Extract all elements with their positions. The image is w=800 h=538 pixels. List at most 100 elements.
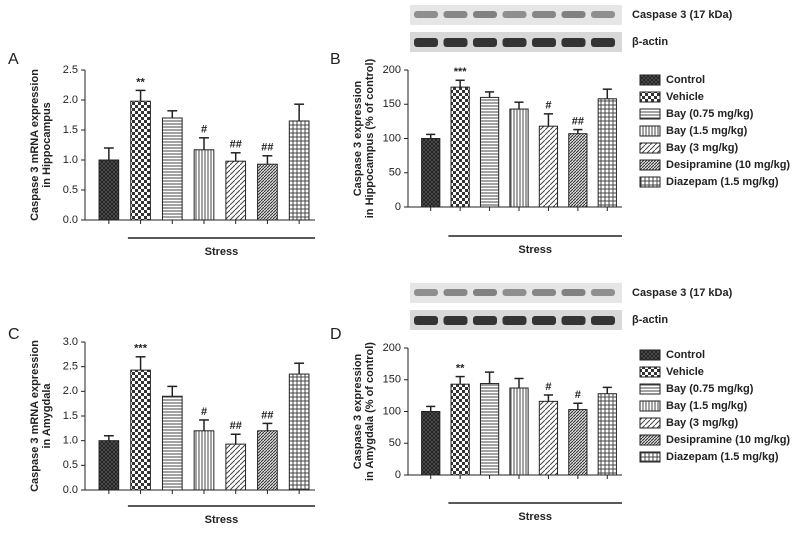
y-axis-label: in Amygdala (% of control) [364,342,376,481]
significance-label: ## [230,420,242,432]
legend-swatch [639,451,661,463]
legend-label: Bay (1.5 mg/kg) [666,400,748,412]
y-tick-label: 3.0 [63,336,78,348]
bar [421,138,441,208]
blot-band [591,316,615,325]
panel-letter: D [330,326,342,343]
y-axis-label: Caspase 3 mRNA expression [29,340,41,492]
significance-label: ## [572,116,584,128]
legend-label: Desipramine (10 mg/kg) [666,434,790,446]
blot-band [473,11,497,18]
bar [538,125,559,208]
y-tick-label: 0 [395,201,401,213]
significance-label: *** [454,66,468,78]
y-axis-label: in Amygdala [41,383,53,449]
legend-swatch [639,366,661,378]
y-axis-label: Caspase 3 mRNA expression [29,69,41,221]
y-tick-label: 0 [395,469,401,481]
group-label: Stress [518,244,552,256]
legend-label: Bay (0.75 mg/kg) [666,383,754,395]
legend-label: Desipramine (10 mg/kg) [666,159,790,171]
bar [450,383,470,476]
blot-band [532,38,556,47]
y-tick-label: 0.5 [63,459,78,471]
y-tick-label: 0.5 [63,184,78,196]
bar [479,383,500,476]
y-tick-label: 200 [383,64,401,76]
blot-band [443,316,468,325]
legend-swatch [639,142,661,154]
bar [288,120,310,221]
significance-label: # [201,124,207,136]
blot-band [561,289,586,296]
y-tick-label: 1.5 [63,410,78,422]
bar [225,443,247,491]
bar [225,160,247,221]
blot-band [414,316,438,325]
blot-band [591,38,615,47]
legend-swatch [639,74,661,86]
blot-band [502,11,527,18]
legend-swatch [639,125,661,137]
significance-label: # [545,100,551,112]
y-tick-label: 1.0 [63,154,78,166]
y-tick-label: 0.0 [63,214,78,226]
significance-label: ## [261,409,273,421]
bar [568,409,588,476]
y-axis-label: in Hippocampus [41,102,53,188]
blot-band [443,289,468,296]
group-label: Stress [205,514,239,526]
blot-band [561,38,586,47]
bar [130,369,151,491]
blot-band [561,11,586,18]
y-tick-label: 200 [383,342,401,354]
bar [98,159,120,221]
blot-band [561,316,586,325]
blot-band [473,38,497,47]
bar [288,373,310,491]
significance-label: # [201,406,207,418]
bar [538,400,559,476]
legend-label: Vehicle [666,91,704,103]
group-label: Stress [205,246,239,258]
legend-swatch [639,159,661,171]
significance-label: ** [456,362,465,374]
bar [568,133,588,208]
legend-swatch [639,400,661,412]
bar [597,98,617,208]
significance-label: # [575,389,581,401]
y-tick-label: 0.0 [63,484,78,496]
legend-swatch [639,91,661,103]
significance-label: ** [136,76,145,88]
y-tick-label: 100 [383,405,401,417]
bar [509,108,529,208]
blot-band [502,316,527,325]
blot-band [473,316,497,325]
blot-band [414,11,438,18]
legend-swatch [639,383,661,395]
blot-band [591,289,615,296]
y-tick-label: 150 [383,374,401,386]
blot-band [473,289,497,296]
y-tick-label: 2.0 [63,94,78,106]
blot-label: β-actin [632,36,668,48]
legend-label: Bay (3 mg/kg) [666,417,738,429]
bar [479,96,500,208]
bar [193,149,215,221]
blot-band [532,289,556,296]
bar [597,393,617,476]
bar [98,440,120,491]
blot-band [502,289,527,296]
y-tick-label: 1.5 [63,124,78,136]
blot-band [502,38,527,47]
bar [193,430,215,491]
legend-label: Bay (1.5 mg/kg) [666,125,748,137]
y-tick-label: 2.5 [63,361,78,373]
blot-band [443,11,468,18]
blot-band [414,289,438,296]
significance-label: ## [261,142,273,154]
bar [509,387,529,476]
y-tick-label: 150 [383,98,401,110]
y-tick-label: 50 [389,437,401,449]
